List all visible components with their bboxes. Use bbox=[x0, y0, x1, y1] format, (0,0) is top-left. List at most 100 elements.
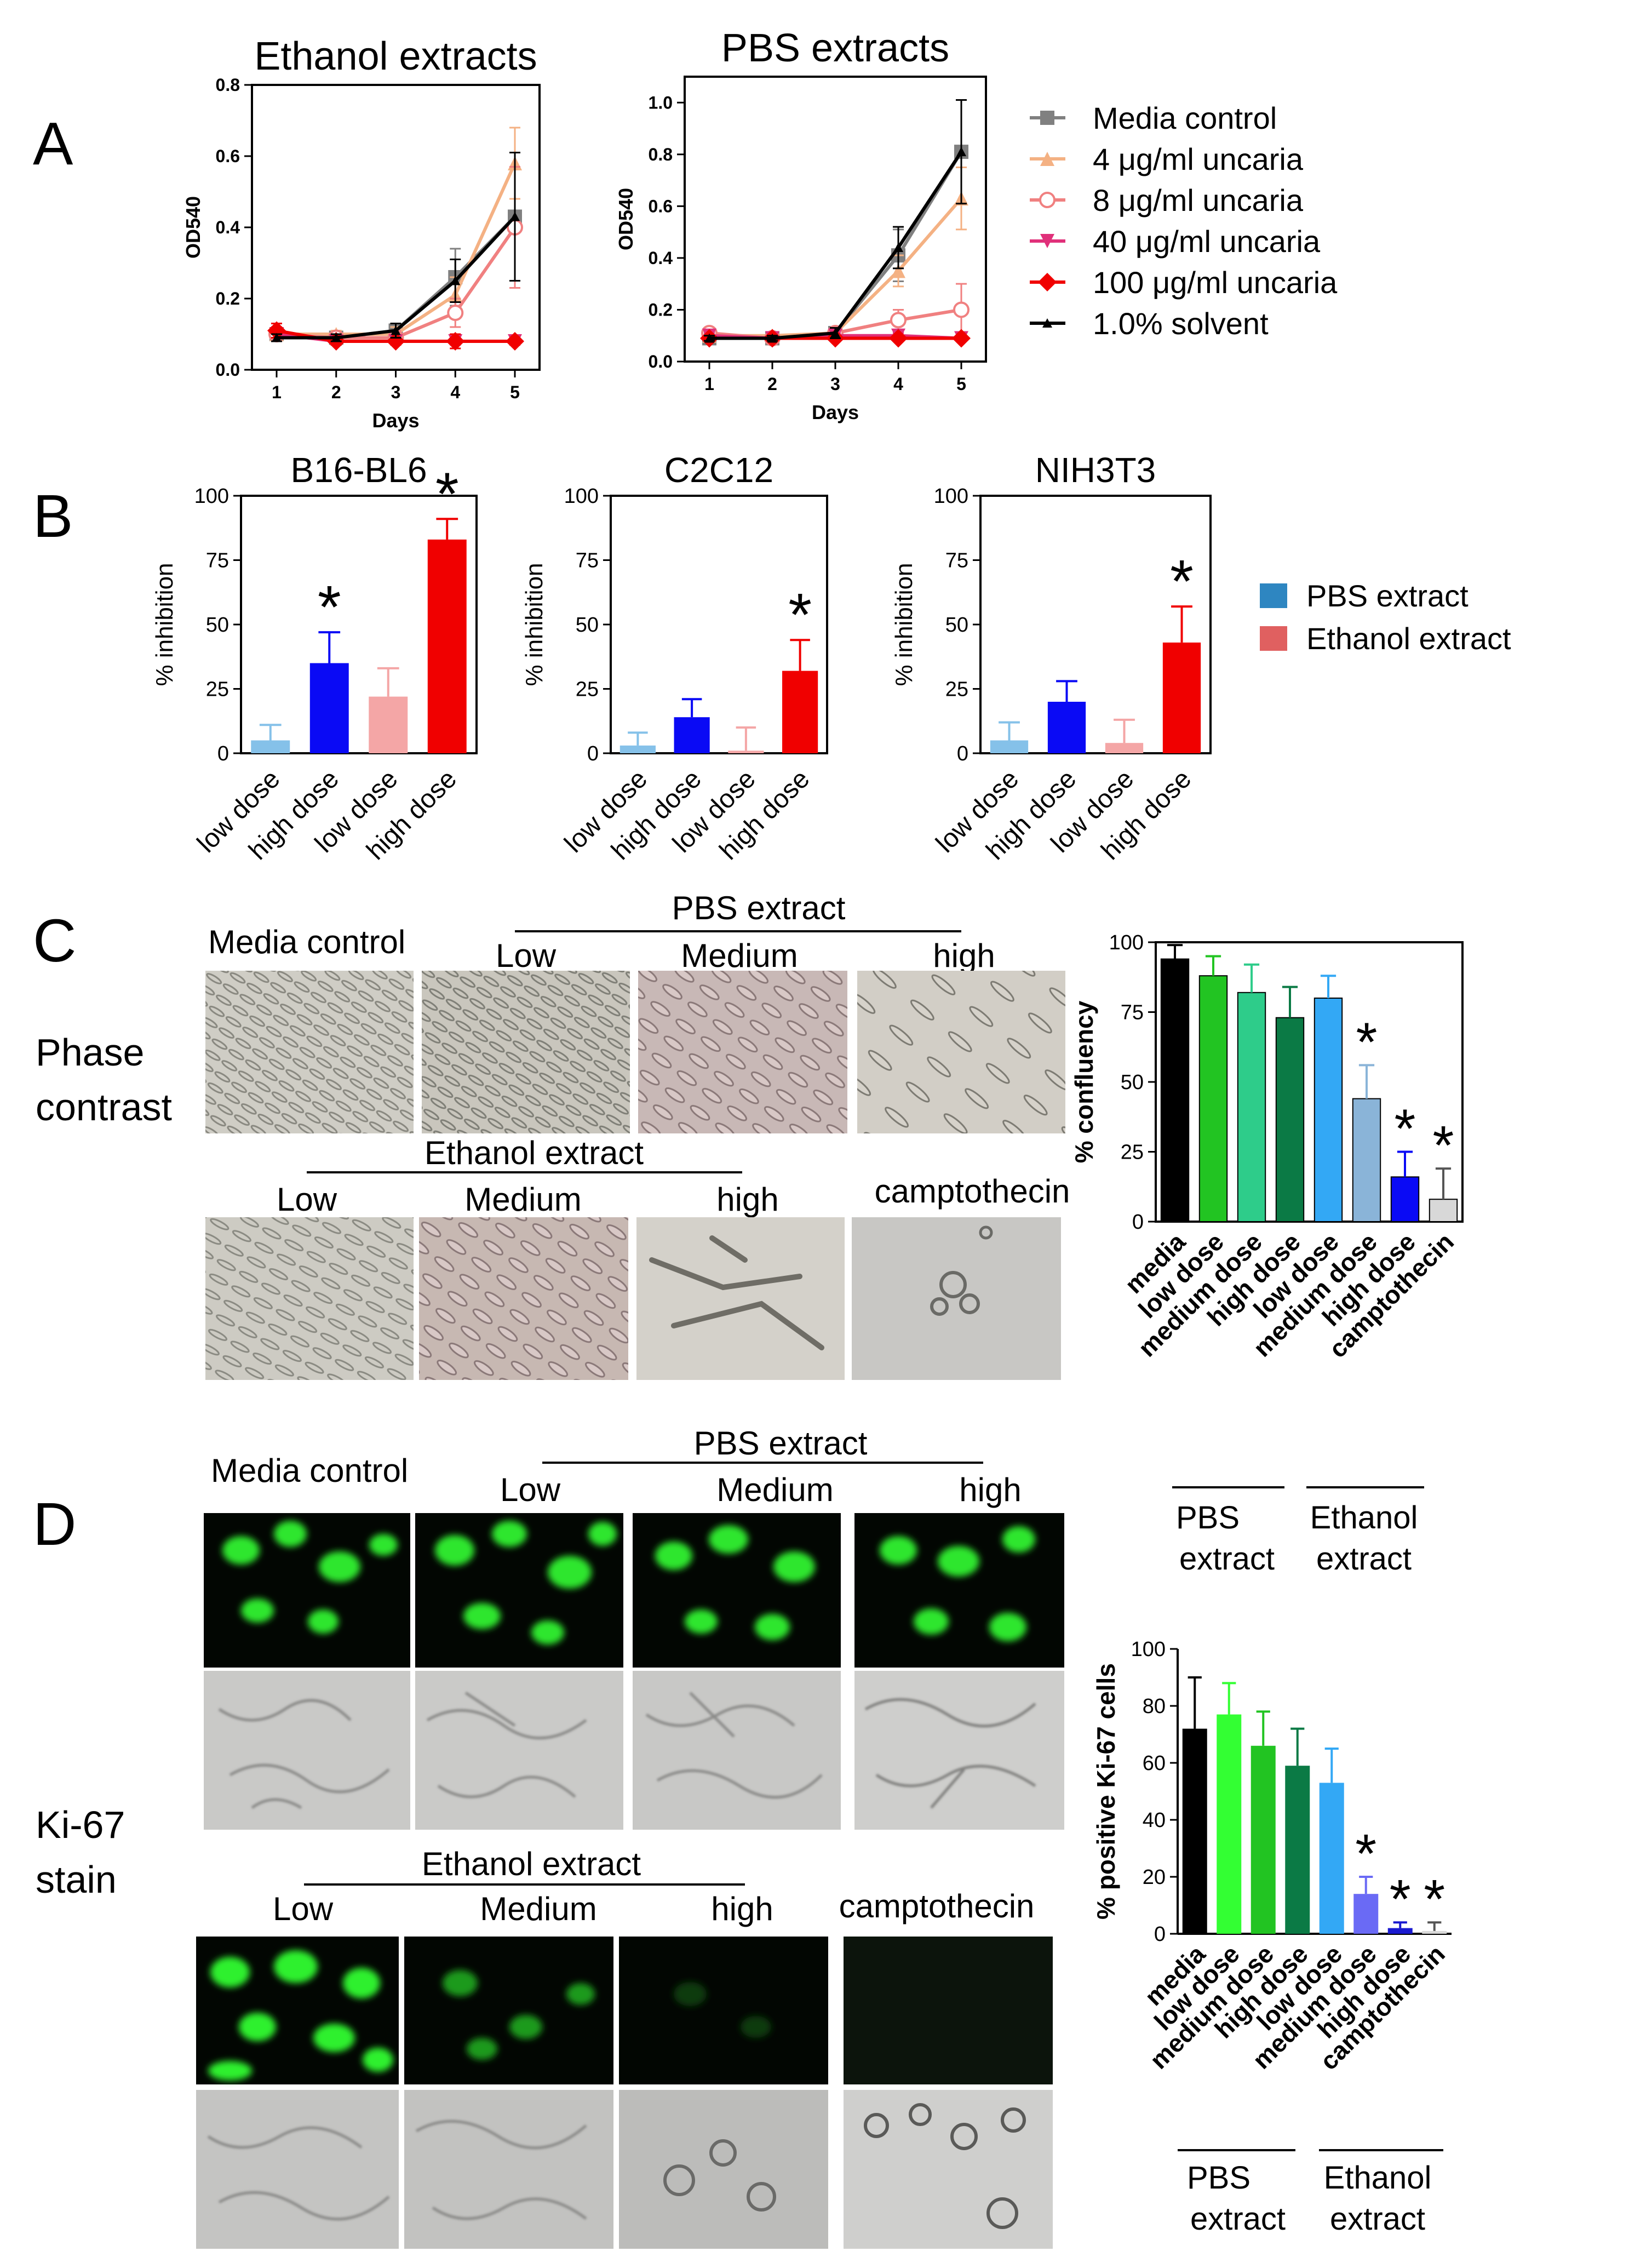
chart-title: NIH3T3 bbox=[1035, 450, 1156, 490]
bar bbox=[782, 671, 818, 753]
x-tick-label: 5 bbox=[956, 374, 966, 394]
d-fluor-media-control bbox=[204, 1513, 410, 1668]
y-tick-label: 0 bbox=[957, 742, 968, 765]
bar bbox=[369, 696, 408, 753]
d-media-control-label: Media control bbox=[211, 1452, 408, 1489]
y-tick-label: 0.4 bbox=[216, 217, 240, 237]
significance-star: * bbox=[1433, 1115, 1454, 1176]
data-point bbox=[447, 305, 464, 321]
y-tick-label: 100 bbox=[1131, 1638, 1166, 1661]
c-camptothecin-label: camptothecin bbox=[875, 1173, 1070, 1210]
bar bbox=[1390, 1176, 1420, 1222]
x-tick-label: 5 bbox=[510, 382, 520, 402]
data-point bbox=[267, 321, 286, 340]
panel-d-micrographs: Media control PBS extract Low Medium hig… bbox=[36, 1425, 1064, 2249]
y-tick-label: 75 bbox=[945, 549, 968, 572]
c-group-pbs-label-2: extract bbox=[1179, 1541, 1275, 1577]
data-point bbox=[889, 329, 908, 348]
legend-label: 1.0% solvent bbox=[1093, 306, 1269, 341]
legend-label: Ethanol extract bbox=[1306, 621, 1511, 656]
significance-star: * bbox=[1390, 1869, 1411, 1930]
c-group-ethanol-label-2: extract bbox=[1316, 1541, 1412, 1577]
y-tick-label: 0.6 bbox=[649, 196, 673, 216]
d-ethanol-high-label: high bbox=[711, 1891, 773, 1927]
y-axis-label: % inhibition bbox=[151, 563, 178, 686]
bar bbox=[674, 717, 710, 753]
legend-label: Media control bbox=[1093, 101, 1277, 135]
d-bright-ethanol-medium bbox=[404, 2090, 613, 2249]
legend-marker bbox=[1039, 192, 1056, 208]
data-point bbox=[767, 333, 777, 343]
bar bbox=[1319, 1783, 1344, 1934]
y-tick-label: 100 bbox=[1109, 931, 1144, 954]
d-group-pbs-label-1: PBS bbox=[1187, 2160, 1251, 2196]
y-tick-label: 25 bbox=[1121, 1141, 1144, 1164]
bar bbox=[1285, 1766, 1310, 1934]
d-fluor-ethanol-high bbox=[619, 1937, 828, 2084]
y-tick-label: 50 bbox=[576, 614, 599, 637]
x-axis-label: Days bbox=[372, 409, 419, 432]
bar bbox=[1275, 1017, 1305, 1222]
c-image-pbs-medium bbox=[638, 971, 847, 1133]
y-tick-label: 0.4 bbox=[649, 248, 673, 268]
d-bright-ethanol-high bbox=[619, 2090, 828, 2249]
y-tick-label: 80 bbox=[1143, 1695, 1166, 1718]
legend-label: 40 μg/ml uncaria bbox=[1093, 224, 1321, 259]
significance-star: * bbox=[1424, 1869, 1445, 1930]
bar bbox=[1237, 992, 1266, 1223]
data-point bbox=[891, 263, 905, 278]
d-ethanol-low-label: Low bbox=[273, 1891, 334, 1927]
d-fluor-ethanol-low bbox=[196, 1937, 399, 2084]
d-pbs-medium-label: Medium bbox=[716, 1471, 833, 1508]
y-tick-label: 40 bbox=[1143, 1809, 1166, 1832]
c-ethanol-extract-label: Ethanol extract bbox=[425, 1135, 644, 1171]
c-ethanol-medium-label: Medium bbox=[464, 1181, 581, 1218]
y-tick-label: 0.8 bbox=[216, 75, 240, 95]
d-group-ethanol-label-2: extract bbox=[1330, 2201, 1425, 2237]
d-bright-pbs-high bbox=[854, 1671, 1064, 1830]
panel-label-b: B bbox=[33, 483, 73, 550]
d-bright-camptothecin bbox=[844, 2090, 1053, 2249]
d-group-pbs-label-2: extract bbox=[1190, 2201, 1286, 2237]
y-tick-label: 0 bbox=[217, 742, 229, 765]
chart-title: Ethanol extracts bbox=[254, 35, 537, 78]
significance-star: * bbox=[1355, 1823, 1376, 1884]
y-tick-label: 1.0 bbox=[649, 93, 673, 112]
significance-star: * bbox=[1170, 548, 1194, 615]
bar bbox=[1160, 958, 1190, 1222]
y-tick-label: 0.8 bbox=[649, 145, 673, 164]
bar bbox=[620, 745, 656, 753]
x-tick-label: 4 bbox=[450, 382, 460, 402]
legend-marker bbox=[1040, 152, 1054, 166]
bar bbox=[1313, 998, 1343, 1222]
d-fluor-camptothecin bbox=[844, 1937, 1053, 2084]
x-tick-label: 3 bbox=[391, 382, 401, 402]
y-axis-label: % confluency bbox=[1070, 1000, 1098, 1163]
panel-label-c: C bbox=[33, 907, 76, 975]
bar bbox=[1251, 1745, 1276, 1934]
d-pbs-high-label: high bbox=[959, 1471, 1021, 1508]
panel-a-legend: Media control 4 μg/ml uncaria 8 μg/ml unca… bbox=[1030, 101, 1338, 341]
data-point bbox=[952, 329, 971, 348]
y-tick-label: 0.0 bbox=[216, 360, 240, 380]
legend-marker bbox=[1040, 234, 1054, 248]
data-point bbox=[272, 333, 282, 342]
y-tick-label: 25 bbox=[206, 678, 229, 701]
series-line bbox=[709, 151, 963, 340]
x-tick-label: 4 bbox=[893, 374, 903, 394]
y-tick-label: 0.0 bbox=[649, 352, 673, 371]
significance-star: * bbox=[318, 574, 341, 641]
d-camptothecin-label: camptothecin bbox=[839, 1888, 1035, 1924]
panel-c-micrographs: Media control PBS extract Low Medium hig… bbox=[36, 890, 1070, 1380]
x-tick-label: 1 bbox=[272, 382, 282, 402]
y-tick-label: 0.2 bbox=[216, 289, 240, 308]
y-tick-label: 75 bbox=[576, 549, 599, 572]
c-image-pbs-low bbox=[422, 971, 630, 1133]
legend-marker bbox=[1040, 111, 1054, 125]
c-pbs-low-label: Low bbox=[496, 937, 557, 974]
c-image-media-control bbox=[205, 971, 414, 1133]
d-group-ethanol-label-1: Ethanol bbox=[1324, 2160, 1432, 2196]
